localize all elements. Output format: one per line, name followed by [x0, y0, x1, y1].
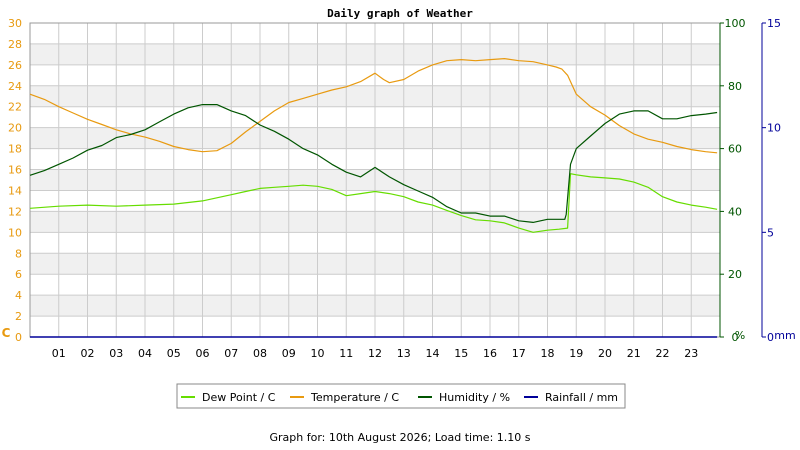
humidity-axis-unit-label: %: [735, 329, 745, 342]
x-axis-tick-label: 13: [397, 347, 411, 360]
dew-point-series-line: [29, 173, 718, 233]
x-axis-tick-label: 19: [569, 347, 583, 360]
rainfall-axis-tick-label: 10: [767, 122, 781, 135]
rainfall-axis-tick-label: 15: [767, 17, 781, 30]
x-axis-tick-label: 15: [454, 347, 468, 360]
humidity-axis-tick-label: 40: [728, 205, 742, 218]
humidity-axis-tick-label: 100: [725, 17, 746, 30]
left-axis-tick-label: 18: [8, 143, 22, 156]
x-axis-tick-label: 20: [598, 347, 612, 360]
humidity-axis-tick-label: 80: [728, 80, 742, 93]
humidity-series-line: [29, 103, 718, 223]
x-axis-tick-label: 14: [426, 347, 440, 360]
footer-info: Graph for: 10th August 2026; Load time: …: [269, 431, 531, 444]
rainfall-legend-label: Rainfall / mm: [545, 391, 618, 404]
left-axis-tick-label: 8: [15, 247, 22, 260]
x-axis-tick-label: 02: [81, 347, 95, 360]
left-axis-tick-label: 14: [8, 184, 22, 197]
x-axis-tick-label: 01: [52, 347, 66, 360]
humidity-axis-tick-label: 0: [732, 331, 739, 344]
chart-title: Daily graph of Weather: [327, 7, 473, 20]
legend: Dew Point / C Temperature / C Humidity / %…: [176, 383, 626, 409]
left-axis-tick-label: 6: [15, 268, 22, 281]
left-axis-tick-label: 16: [8, 164, 22, 177]
humidity-axis-tick-label: 20: [728, 268, 742, 281]
left-axis-tick-label: 10: [8, 226, 22, 239]
left-axis-tick-label: 30: [8, 17, 22, 30]
x-axis-tick-label: 05: [167, 347, 181, 360]
rainfall-axis-unit-label: mm: [774, 329, 795, 342]
left-axis-tick-label: 12: [8, 205, 22, 218]
dew-point-legend-label: Dew Point / C: [202, 391, 276, 404]
left-axis-tick-label: 20: [8, 122, 22, 135]
left-axis-tick-label: 2: [15, 310, 22, 323]
x-axis-tick-label: 23: [684, 347, 698, 360]
temperature-legend-label: Temperature / C: [310, 391, 399, 404]
x-axis-tick-label: 21: [627, 347, 641, 360]
x-axis-tick-label: 10: [311, 347, 325, 360]
x-axis-tick-label: 16: [483, 347, 497, 360]
x-axis-tick-label: 03: [109, 347, 123, 360]
x-axis-tick-label: 07: [224, 347, 238, 360]
left-axis-tick-label: 24: [8, 80, 22, 93]
x-axis-tick-label: 06: [196, 347, 210, 360]
x-axis-tick-label: 17: [512, 347, 526, 360]
x-axis-tick-label: 18: [541, 347, 555, 360]
legend-box: [176, 383, 626, 409]
left-axis-tick-label: 4: [15, 289, 22, 302]
left-axis-tick-label: 0: [15, 331, 22, 344]
x-axis-tick-label: 09: [282, 347, 296, 360]
humidity-legend-label: Humidity / %: [439, 391, 510, 404]
left-axis-tick-label: 22: [8, 101, 22, 114]
humidity-axis-tick-label: 60: [728, 143, 742, 156]
x-axis-tick-label: 22: [656, 347, 670, 360]
x-axis-tick-label: 11: [339, 347, 353, 360]
left-axis-unit-label: C: [2, 326, 11, 340]
rainfall-axis-tick-label: 0: [767, 331, 774, 344]
left-axis-tick-label: 28: [8, 38, 22, 51]
rainfall-axis-tick-label: 5: [767, 226, 774, 239]
temperature-series-line: [29, 57, 718, 154]
left-axis-tick-label: 26: [8, 59, 22, 72]
x-axis-tick-label: 04: [138, 347, 152, 360]
x-axis-tick-label: 12: [368, 347, 382, 360]
x-axis-tick-label: 08: [253, 347, 267, 360]
